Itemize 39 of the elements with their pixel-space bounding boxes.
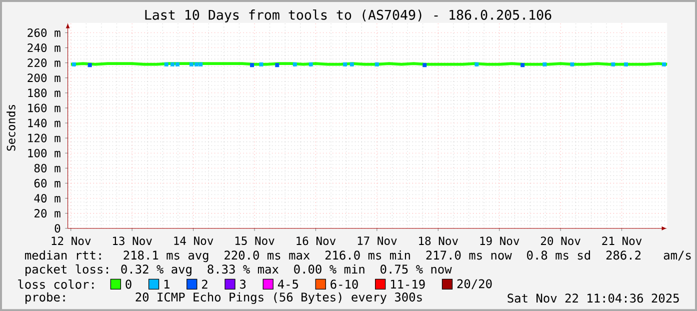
- legend-label: 3: [240, 280, 246, 289]
- legend-label: 1: [164, 280, 170, 288]
- x-tick-label: 15 Nov: [235, 236, 274, 245]
- y-tick-label: 220 m: [28, 58, 60, 68]
- y-tick-label: 200 m: [28, 74, 60, 82]
- x-tick-label: 14 Nov: [174, 236, 214, 245]
- y-tick-label: 100 m: [28, 148, 60, 158]
- y-tick-label: 0: [54, 224, 60, 233]
- text: probe: 20 ICMP Echo Pings (56 Bytes) every 300s: [26, 292, 422, 304]
- legend-label: 4-5: [278, 280, 298, 289]
- x-tick-label: 21 Nov: [602, 236, 642, 246]
- text: median rtt: 218.1 ms avg 220.0 ms max 216.0 ms min 217.0 ms now 0.8 ms sd 286.2 am/s: [25, 250, 691, 262]
- y-tick-label: 240 m: [28, 43, 60, 52]
- legend-label: 0: [126, 280, 132, 289]
- x-tick-label: 19 Nov: [480, 236, 520, 246]
- y-axis-title: Seconds: [6, 104, 16, 151]
- y-tick-label: 120 m: [28, 134, 60, 142]
- y-tick-label: 20 m: [34, 208, 60, 218]
- legend-label: 20/20: [457, 279, 492, 290]
- x-tick-label: 16 Nov: [296, 236, 336, 246]
- x-tick-label: 13 Nov: [113, 236, 152, 246]
- y-tick-label: 160 m: [28, 104, 60, 112]
- text: Sat Nov 22 11:04:36 2025: [508, 294, 679, 303]
- y-tick-label: 60 m: [34, 178, 60, 188]
- legend-label: 2: [202, 280, 208, 289]
- chart-title: Last 10 Days from tools to (AS7049) - 186.0.205.106: [145, 9, 552, 22]
- text: packet loss: 0.32 % avg 8.33 % max 0.00 % min 0.75 % now: [26, 264, 452, 276]
- x-tick-label: 12 Nov: [52, 236, 91, 246]
- x-tick-label: 17 Nov: [358, 236, 397, 245]
- y-tick-label: 40 m: [34, 194, 60, 202]
- y-tick-label: 180 m: [28, 88, 60, 98]
- y-tick-label: 260 m: [28, 28, 60, 37]
- legend-label: 11-19: [391, 280, 425, 289]
- x-tick-label: 18 Nov: [419, 236, 458, 246]
- x-tick-label: 20 Nov: [540, 236, 580, 246]
- legend-title: loss color:: [18, 279, 94, 289]
- y-tick-label: 140 m: [28, 118, 60, 128]
- y-tick-label: 80 m: [34, 164, 60, 172]
- legend-label: 6-10: [330, 280, 358, 289]
